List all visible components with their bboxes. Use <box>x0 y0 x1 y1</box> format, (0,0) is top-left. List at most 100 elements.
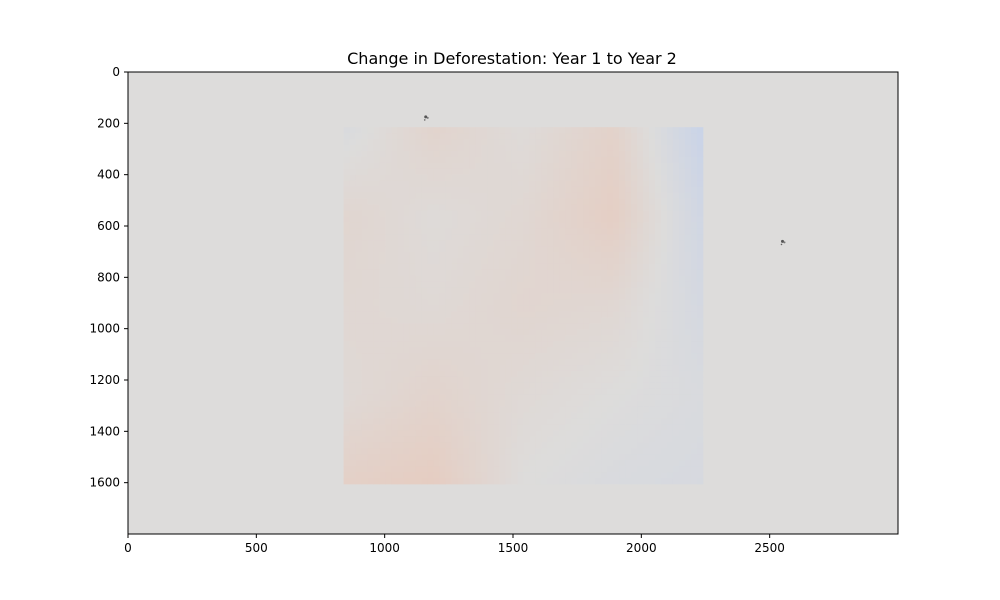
heatmap-cell <box>583 204 590 211</box>
heatmap-cell <box>535 418 542 425</box>
heatmap-cell <box>655 246 662 253</box>
heatmap-cell <box>565 370 572 378</box>
heatmap-cell <box>379 246 386 253</box>
heatmap-cell <box>667 335 674 342</box>
heatmap-cell <box>445 228 452 235</box>
heatmap-cell <box>589 150 596 158</box>
heatmap-cell <box>625 388 632 396</box>
heatmap-cell <box>487 478 494 485</box>
heatmap-cell <box>661 454 668 461</box>
heatmap-cell <box>553 323 560 330</box>
heatmap-cell <box>421 180 428 188</box>
heatmap-cell <box>409 430 416 437</box>
heatmap-cell <box>523 460 530 467</box>
heatmap-cell <box>397 174 404 182</box>
heatmap-cell <box>577 424 584 431</box>
heatmap-cell <box>607 210 614 217</box>
heatmap-cell <box>637 293 644 301</box>
heatmap-cell <box>439 472 446 479</box>
heatmap-cell <box>487 442 494 449</box>
heatmap-cell <box>487 335 494 342</box>
heatmap-cell <box>349 305 356 312</box>
heatmap-cell <box>463 466 470 473</box>
heatmap-cell <box>523 168 530 176</box>
heatmap-cell <box>535 162 542 170</box>
heatmap-cell <box>661 139 668 146</box>
heatmap-cell <box>499 145 506 152</box>
heatmap-cell <box>349 376 356 384</box>
heatmap-cell <box>684 341 692 348</box>
heatmap-cell <box>445 150 452 158</box>
heatmap-cell <box>684 240 692 247</box>
heatmap-cell <box>553 269 560 277</box>
heatmap-cell <box>409 472 416 479</box>
heatmap-cell <box>601 150 608 158</box>
heatmap-cell <box>439 376 446 384</box>
heatmap-cell <box>487 370 494 378</box>
heatmap-cell <box>445 139 452 146</box>
heatmap-cell <box>529 472 536 479</box>
heatmap-cell <box>565 365 572 372</box>
heatmap-cell <box>343 222 350 229</box>
heatmap-cell <box>505 323 512 330</box>
heatmap-cell <box>379 317 386 324</box>
heatmap-cell <box>667 263 674 271</box>
heatmap-cell <box>523 145 530 152</box>
heatmap-cell <box>559 454 566 461</box>
heatmap-cell <box>367 335 374 342</box>
heatmap-cell <box>469 139 476 146</box>
heatmap-cell <box>529 275 536 283</box>
heatmap-cell <box>463 394 470 402</box>
heatmap-cell <box>421 376 428 384</box>
heatmap-cell <box>379 406 386 413</box>
heatmap-cell <box>565 198 572 205</box>
heatmap-cell <box>391 424 398 431</box>
heatmap-cell <box>421 192 428 199</box>
heatmap-cell <box>409 370 416 378</box>
heatmap-cell <box>601 228 608 235</box>
heatmap-cell <box>559 216 566 223</box>
heatmap-cell <box>403 222 410 229</box>
heatmap-cell <box>523 365 530 372</box>
heatmap-cell <box>643 186 650 193</box>
heatmap-cell <box>678 412 686 419</box>
heatmap-cell <box>361 162 368 170</box>
heatmap-cell <box>511 252 518 259</box>
heatmap-cell <box>559 299 566 306</box>
heatmap-cell <box>529 442 536 449</box>
heatmap-cell <box>667 317 674 324</box>
heatmap-cell <box>613 204 620 211</box>
heatmap-cell <box>667 257 674 265</box>
heatmap-cell <box>589 252 596 259</box>
heatmap-cell <box>672 359 680 366</box>
heatmap-cell <box>571 454 578 461</box>
heatmap-cell <box>643 442 650 449</box>
heatmap-cell <box>625 382 632 390</box>
heatmap-cell <box>487 222 494 229</box>
heatmap-cell <box>661 234 668 241</box>
heatmap-cell <box>625 472 632 479</box>
heatmap-cell <box>559 400 566 408</box>
heatmap-cell <box>690 234 698 241</box>
heatmap-cell <box>403 192 410 199</box>
heatmap-cell <box>678 323 686 330</box>
heatmap-cell <box>433 359 440 366</box>
heatmap-cell <box>391 412 398 419</box>
heatmap-cell <box>343 210 350 217</box>
heatmap-cell <box>343 347 350 354</box>
heatmap-cell <box>649 210 656 217</box>
heatmap-cell <box>613 394 620 402</box>
heatmap-cell <box>433 269 440 277</box>
heatmap-cell <box>505 388 512 396</box>
heatmap-cell <box>505 293 512 301</box>
heatmap-cell <box>529 216 536 223</box>
heatmap-cell <box>373 299 380 306</box>
heatmap-cell <box>690 460 698 467</box>
heatmap-cell <box>373 168 380 176</box>
heatmap-cell <box>631 311 638 318</box>
heatmap-cell <box>643 246 650 253</box>
heatmap-cell <box>625 174 632 182</box>
heatmap-cell <box>541 281 548 289</box>
heatmap-cell <box>409 133 416 140</box>
heatmap-cell <box>523 162 530 170</box>
